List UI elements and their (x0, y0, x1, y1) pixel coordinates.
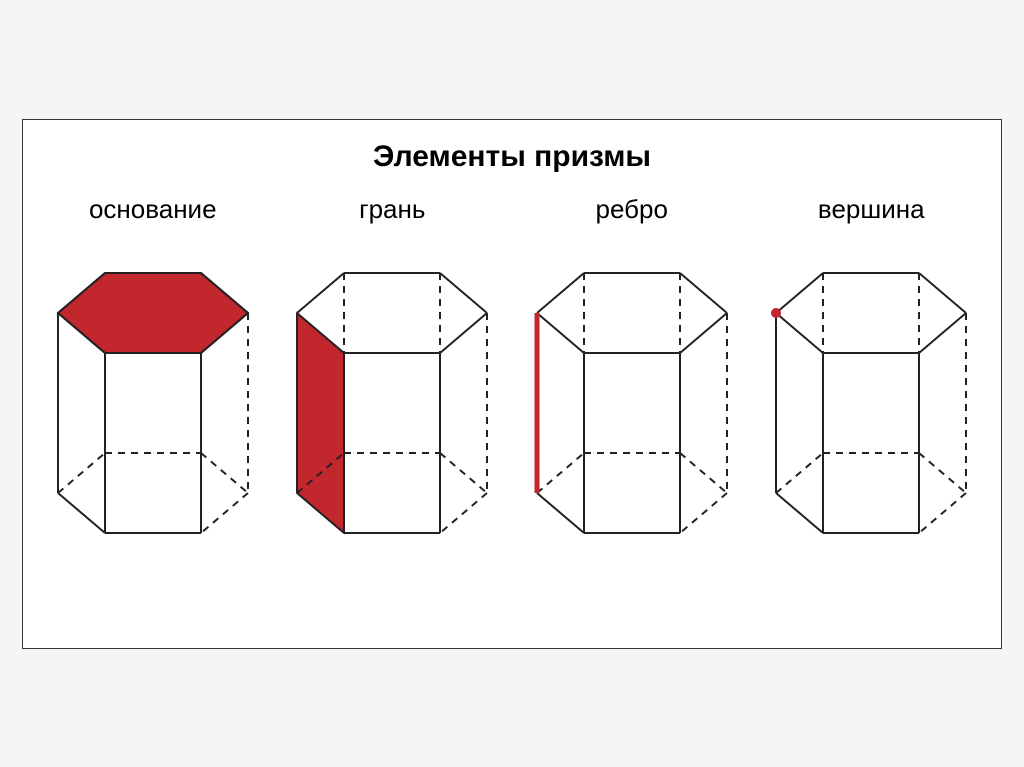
prism-label: основание (89, 194, 217, 225)
prism-svg (282, 243, 502, 563)
diagram-frame: Элементы призмы основание грань ребро верши… (22, 119, 1002, 649)
prism-svg (522, 243, 742, 563)
prism-cell: ребро (517, 194, 747, 563)
prism-figure (761, 243, 981, 563)
prism-label: вершина (818, 194, 925, 225)
prism-cell: вершина (756, 194, 986, 563)
diagram-title: Элементы призмы (33, 140, 991, 174)
prism-label: ребро (596, 194, 668, 225)
prism-figure (522, 243, 742, 563)
prism-cell: основание (38, 194, 268, 563)
prism-figure (282, 243, 502, 563)
prism-cell: грань (277, 194, 507, 563)
prism-row: основание грань ребро вершина (33, 194, 991, 563)
prism-svg (761, 243, 981, 563)
prism-label: грань (359, 194, 425, 225)
prism-svg (43, 243, 263, 563)
prism-figure (43, 243, 263, 563)
